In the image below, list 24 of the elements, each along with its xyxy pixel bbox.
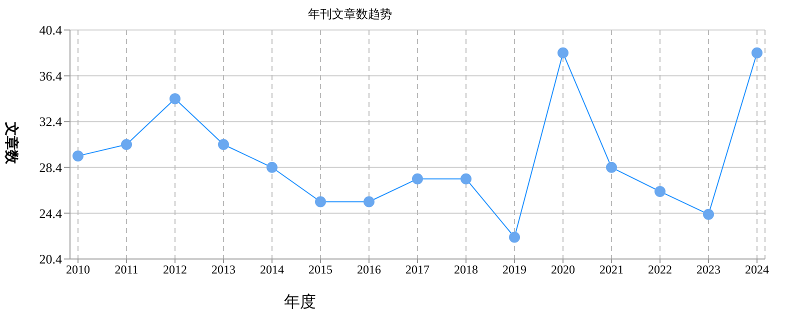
y-tick-label: 40.4 xyxy=(39,22,62,38)
x-tick-label: 2014 xyxy=(260,262,284,277)
y-axis-title: 文章数 xyxy=(2,121,20,166)
x-tick-label: 2011 xyxy=(114,262,138,277)
x-tick-label: 2012 xyxy=(163,262,187,277)
x-tick-label: 2018 xyxy=(454,262,478,277)
x-tick-label: 2024 xyxy=(745,262,769,277)
x-tick-label: 2020 xyxy=(551,262,575,277)
x-tick-label: 2016 xyxy=(357,262,381,277)
y-tick-label: 32.4 xyxy=(39,114,62,130)
x-tick-label: 2023 xyxy=(696,262,720,277)
x-tick-label: 2010 xyxy=(66,262,90,277)
x-tick-label: 2019 xyxy=(502,262,526,277)
chart-title: 年刊文章数趋势 xyxy=(307,6,393,23)
x-tick-label: 2022 xyxy=(648,262,672,277)
x-tick-label: 2015 xyxy=(308,262,332,277)
x-tick-label: 2013 xyxy=(212,262,236,277)
y-tick-label: 36.4 xyxy=(39,68,62,84)
x-axis-title: 年度 xyxy=(283,292,317,313)
x-tick-label: 2021 xyxy=(600,262,624,277)
y-tick-label: 24.4 xyxy=(39,206,62,221)
x-tick-label: 2017 xyxy=(406,262,430,277)
y-tick-label: 20.4 xyxy=(39,252,62,267)
y-tick-label: 28.4 xyxy=(39,160,62,176)
